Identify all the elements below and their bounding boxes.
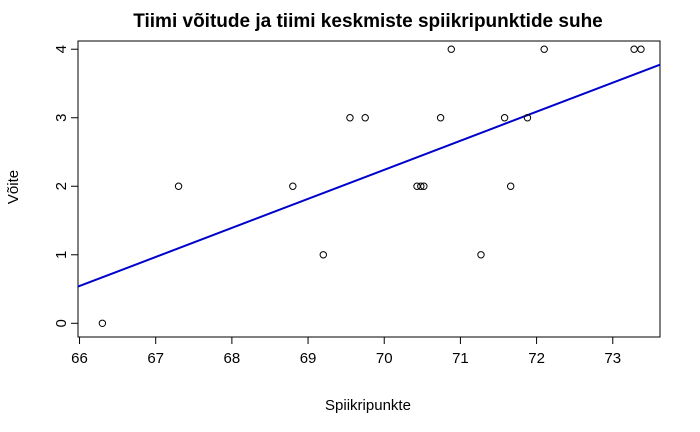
x-axis: 66 67 68 69 70 71 72 73 <box>71 337 621 367</box>
data-point-0 <box>98 319 107 327</box>
chart-title: Tiimi võitude ja tiimi keskmiste spiikri… <box>133 11 603 32</box>
data-point-3 <box>319 251 327 259</box>
x-tick-label-3: 69 <box>300 350 317 367</box>
x-axis-label: Spiikripunkte <box>325 397 411 414</box>
y-tick-label-3: 3 <box>53 114 70 122</box>
data-point-16 <box>630 45 638 53</box>
data-point-1 <box>174 182 183 190</box>
data-point-12 <box>500 114 509 122</box>
y-tick-label-2: 2 <box>53 182 70 190</box>
x-tick-label-0: 66 <box>71 350 88 367</box>
y-axis: 0 1 2 3 4 <box>53 45 78 327</box>
x-tick-label-4: 70 <box>376 350 393 367</box>
data-point-14 <box>523 114 532 122</box>
y-tick-label-1: 1 <box>53 251 70 259</box>
data-point-5 <box>361 114 369 122</box>
data-point-15 <box>540 45 548 53</box>
x-tick-label-5: 71 <box>452 350 469 367</box>
x-tick-label-2: 68 <box>224 350 241 367</box>
x-tick-label-6: 72 <box>528 350 545 367</box>
data-point-9 <box>436 114 445 122</box>
plot-area <box>77 40 661 338</box>
data-points <box>98 45 645 327</box>
x-tick-label-1: 67 <box>147 350 164 367</box>
data-point-8 <box>420 182 428 190</box>
regression-line-group <box>77 63 661 288</box>
data-point-10 <box>447 45 455 53</box>
x-tick-label-7: 73 <box>604 350 621 367</box>
y-tick-label-0: 0 <box>53 319 70 327</box>
regression-line <box>77 63 661 288</box>
y-axis-label: Võite <box>5 170 22 204</box>
y-tick-label-4: 4 <box>53 45 70 53</box>
data-point-11 <box>477 251 485 259</box>
data-point-13 <box>506 182 515 190</box>
data-point-17 <box>637 45 645 53</box>
data-point-2 <box>289 182 297 190</box>
data-point-4 <box>346 114 354 122</box>
plot-frame <box>77 40 661 338</box>
data-point-7 <box>417 182 425 190</box>
